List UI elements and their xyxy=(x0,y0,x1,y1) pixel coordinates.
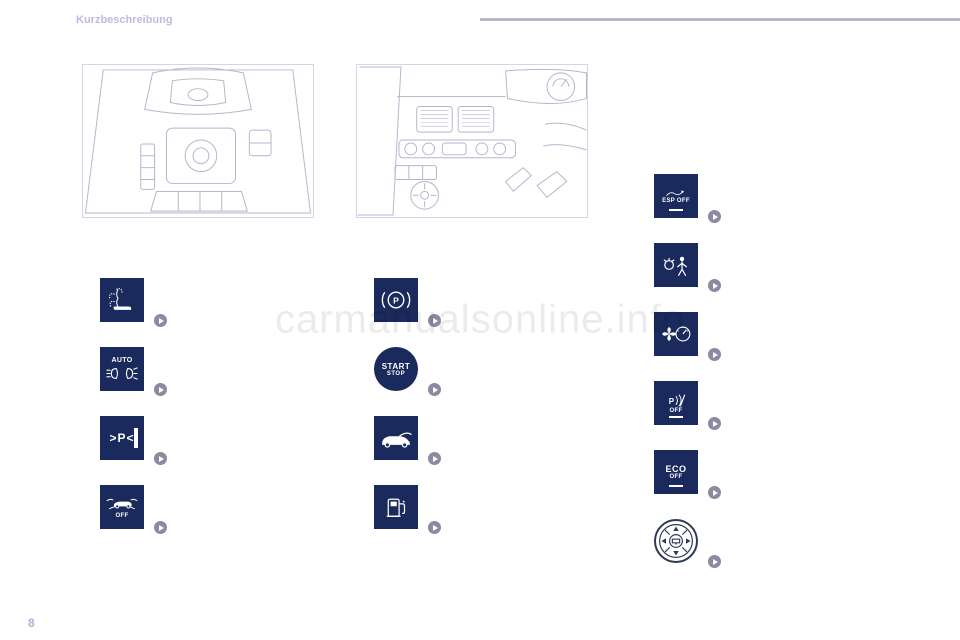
stop-label: STOP xyxy=(387,371,405,377)
park-assist-label: >P< xyxy=(109,431,134,445)
park-assist-bar xyxy=(134,428,138,448)
page-jump-icon[interactable] xyxy=(154,383,167,396)
section-header: Kurzbeschreibung xyxy=(76,14,173,26)
dashboard-left-illustration xyxy=(356,64,588,218)
item-mirror-dial xyxy=(636,513,896,582)
page-jump-icon[interactable] xyxy=(428,521,441,534)
item-eco-off: ECO OFF xyxy=(636,444,896,513)
icon-column-3: ESP OFF xyxy=(636,168,896,582)
item-seat-massage xyxy=(82,272,342,341)
icon-column-1: AUTO >P< xyxy=(82,272,342,548)
page-jump-icon[interactable] xyxy=(708,210,721,223)
item-park-assist: >P< xyxy=(82,410,342,479)
svg-text:P: P xyxy=(669,397,675,406)
item-start-stop: START STOP xyxy=(356,341,616,410)
eco-label: ECO xyxy=(665,464,686,474)
page-jump-icon[interactable] xyxy=(428,314,441,327)
page-jump-icon[interactable] xyxy=(708,279,721,292)
center-console-illustration xyxy=(82,64,314,218)
underline-bar xyxy=(669,485,683,487)
auto-label: AUTO xyxy=(112,357,133,364)
item-speed-limit-fan xyxy=(636,306,896,375)
parking-brake-icon: P xyxy=(374,278,418,322)
start-stop-button-icon: START STOP xyxy=(374,347,418,391)
boot-open-icon xyxy=(374,416,418,460)
item-boot-open xyxy=(356,410,616,479)
underline-bar xyxy=(669,209,683,211)
speed-limiter-icon xyxy=(654,312,698,356)
lane-keep-off-icon: OFF xyxy=(100,485,144,529)
esp-off-label: ESP OFF xyxy=(662,198,690,204)
page-jump-icon[interactable] xyxy=(428,452,441,465)
item-fuel-flap xyxy=(356,479,616,548)
page-jump-icon[interactable] xyxy=(708,348,721,361)
auto-headlights-icon: AUTO xyxy=(100,347,144,391)
item-auto-headlights: AUTO xyxy=(82,341,342,410)
page-number: 8 xyxy=(28,616,35,630)
item-parking-sensors-off: P OFF xyxy=(636,375,896,444)
off-label: OFF xyxy=(116,513,129,519)
item-parking-brake: P xyxy=(356,272,616,341)
item-child-lock xyxy=(636,237,896,306)
eco-off-icon: ECO OFF xyxy=(654,450,698,494)
page-jump-icon[interactable] xyxy=(154,452,167,465)
park-assist-icon: >P< xyxy=(100,416,144,460)
seat-massage-icon xyxy=(100,278,144,322)
page-jump-icon[interactable] xyxy=(708,486,721,499)
icon-column-2: P START STOP xyxy=(356,272,616,548)
off-label: OFF xyxy=(670,408,683,414)
item-lane-off: OFF xyxy=(82,479,342,548)
page-jump-icon[interactable] xyxy=(154,521,167,534)
header-rule xyxy=(480,18,960,21)
off-label: OFF xyxy=(670,474,683,480)
start-label: START xyxy=(382,362,411,371)
page-jump-icon[interactable] xyxy=(154,314,167,327)
fuel-flap-icon xyxy=(374,485,418,529)
svg-text:P: P xyxy=(393,295,399,305)
underline-bar xyxy=(669,416,683,418)
item-esp-off: ESP OFF xyxy=(636,168,896,237)
page-jump-icon[interactable] xyxy=(428,383,441,396)
mirror-adjust-dial xyxy=(654,519,698,563)
page-jump-icon[interactable] xyxy=(708,417,721,430)
esp-off-icon: ESP OFF xyxy=(654,174,698,218)
child-lock-icon xyxy=(654,243,698,287)
page-jump-icon[interactable] xyxy=(708,555,721,568)
parking-sensors-off-icon: P OFF xyxy=(654,381,698,425)
